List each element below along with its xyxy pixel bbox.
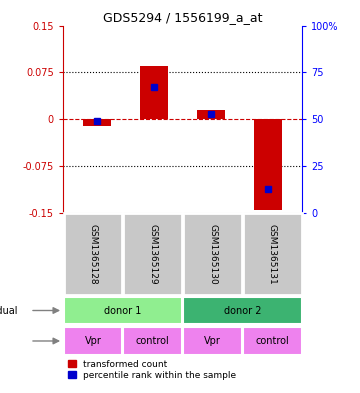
Bar [183, 213, 242, 295]
Text: GSM1365131: GSM1365131 [268, 224, 277, 285]
Bar [183, 297, 302, 324]
Bar [64, 297, 182, 324]
Title: GDS5294 / 1556199_a_at: GDS5294 / 1556199_a_at [103, 11, 262, 24]
Text: control: control [136, 336, 170, 346]
Legend: transformed count, percentile rank within the sample: transformed count, percentile rank withi… [68, 359, 237, 381]
Bar [123, 213, 182, 295]
Bar [64, 213, 122, 295]
Text: GSM1365128: GSM1365128 [89, 224, 98, 285]
Text: individual: individual [0, 305, 18, 316]
Text: control: control [256, 336, 289, 346]
Text: GSM1365130: GSM1365130 [208, 224, 217, 285]
Text: donor 2: donor 2 [224, 305, 261, 316]
Bar [243, 327, 302, 355]
Text: donor 1: donor 1 [104, 305, 141, 316]
Bar [197, 110, 225, 119]
Bar [243, 213, 302, 295]
Bar [140, 66, 168, 119]
Bar [83, 119, 112, 126]
Bar [64, 327, 122, 355]
Bar [123, 327, 182, 355]
Bar [254, 119, 283, 210]
Bar [183, 327, 242, 355]
Text: Vpr: Vpr [204, 336, 221, 346]
Text: GSM1365129: GSM1365129 [148, 224, 157, 285]
Text: Vpr: Vpr [85, 336, 102, 346]
